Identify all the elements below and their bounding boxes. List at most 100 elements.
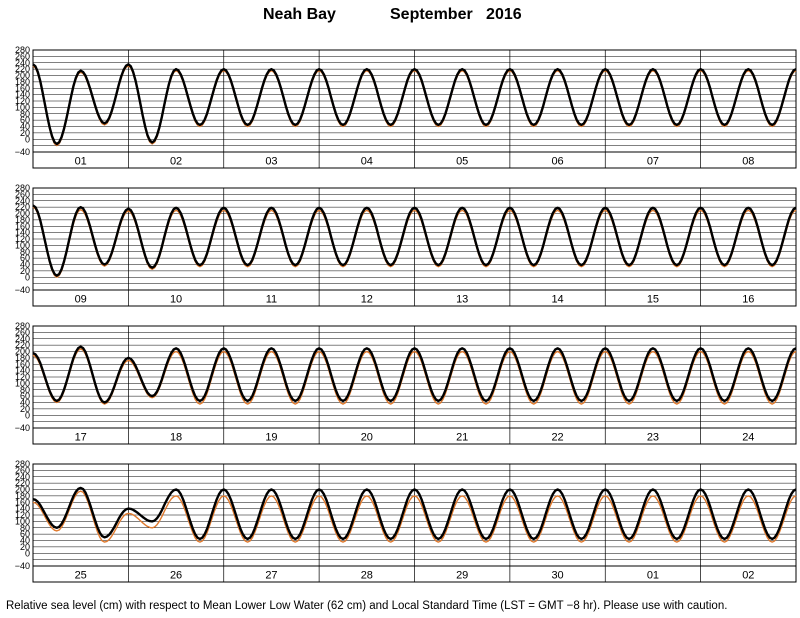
day-label: 18 xyxy=(170,432,182,444)
y-tick-label: 200 xyxy=(15,209,30,219)
y-tick-label: 200 xyxy=(15,485,30,495)
day-label: 27 xyxy=(265,570,277,582)
day-label: 25 xyxy=(75,570,87,582)
y-tick-label: 200 xyxy=(15,71,30,81)
y-tick-label: 120 xyxy=(15,96,30,106)
y-tick-label: 140 xyxy=(15,228,30,238)
day-label: 24 xyxy=(742,432,754,444)
day-label: 15 xyxy=(647,294,659,306)
y-tick-label: 260 xyxy=(15,327,30,337)
y-tick-label: 260 xyxy=(15,51,30,61)
y-tick-label: 240 xyxy=(15,58,30,68)
y-tick-label: 220 xyxy=(15,64,30,74)
y-tick-label: 40 xyxy=(20,260,30,270)
y-tick-label: 260 xyxy=(15,189,30,199)
day-label: 09 xyxy=(75,294,87,306)
day-label: 19 xyxy=(265,432,277,444)
y-tick-label: 140 xyxy=(15,504,30,514)
day-label: 01 xyxy=(75,156,87,168)
y-tick-label: 220 xyxy=(15,202,30,212)
observed-water-level-line xyxy=(32,345,797,404)
y-tick-label: −40 xyxy=(15,285,30,295)
observed-water-level-line xyxy=(32,204,797,277)
day-label: 30 xyxy=(551,570,563,582)
day-label: 10 xyxy=(170,294,182,306)
y-tick-label: 100 xyxy=(15,240,30,250)
y-tick-label: −40 xyxy=(15,423,30,433)
y-tick-label: 60 xyxy=(20,391,30,401)
y-tick-label: 0 xyxy=(25,134,30,144)
y-tick-label: 120 xyxy=(15,372,30,382)
y-tick-label: 100 xyxy=(15,378,30,388)
y-tick-label: −40 xyxy=(15,147,30,157)
y-tick-label: 0 xyxy=(25,272,30,282)
day-label: 02 xyxy=(742,570,754,582)
y-tick-label: 80 xyxy=(20,247,30,257)
y-tick-label: 180 xyxy=(15,215,30,225)
predicted-tide-line xyxy=(32,490,797,543)
y-tick-label: 100 xyxy=(15,102,30,112)
y-tick-label: 260 xyxy=(15,465,30,475)
y-tick-label: 20 xyxy=(20,128,30,138)
y-tick-label: 280 xyxy=(15,183,30,193)
day-label: 12 xyxy=(361,294,373,306)
day-label: 22 xyxy=(551,432,563,444)
day-label: 16 xyxy=(742,294,754,306)
y-tick-label: 240 xyxy=(15,196,30,206)
y-tick-label: 60 xyxy=(20,115,30,125)
observed-water-level-line xyxy=(32,486,797,541)
y-tick-label: 140 xyxy=(15,90,30,100)
day-label: 03 xyxy=(265,156,277,168)
y-tick-label: 80 xyxy=(20,523,30,533)
y-tick-label: 120 xyxy=(15,510,30,520)
chart-title-month-year: September 2016 xyxy=(390,6,522,24)
day-label: 17 xyxy=(75,432,87,444)
y-tick-label: 220 xyxy=(15,478,30,488)
y-tick-label: 0 xyxy=(25,410,30,420)
y-tick-label: 40 xyxy=(20,398,30,408)
y-tick-label: 220 xyxy=(15,340,30,350)
y-tick-label: 120 xyxy=(15,234,30,244)
y-tick-label: 160 xyxy=(15,497,30,507)
y-tick-label: 240 xyxy=(15,334,30,344)
chart-title-month: September xyxy=(390,6,473,23)
y-tick-label: 180 xyxy=(15,353,30,363)
day-label: 08 xyxy=(742,156,754,168)
y-tick-label: 240 xyxy=(15,472,30,482)
day-label: 29 xyxy=(456,570,468,582)
y-tick-label: 20 xyxy=(20,404,30,414)
y-tick-label: 280 xyxy=(15,459,30,469)
day-label: 13 xyxy=(456,294,468,306)
day-label: 06 xyxy=(551,156,563,168)
panel-frame xyxy=(32,463,797,583)
panel-frame xyxy=(32,49,797,169)
y-tick-label: 80 xyxy=(20,109,30,119)
y-tick-label: 160 xyxy=(15,83,30,93)
y-tick-label: 20 xyxy=(20,266,30,276)
day-label: 11 xyxy=(266,294,277,306)
y-tick-label: 160 xyxy=(15,359,30,369)
day-label: 07 xyxy=(647,156,659,168)
day-label: 20 xyxy=(361,432,373,444)
day-label: 14 xyxy=(551,294,563,306)
observed-water-level-line xyxy=(32,63,797,146)
y-tick-label: 200 xyxy=(15,347,30,357)
day-label: 26 xyxy=(170,570,182,582)
chart-title-year: 2016 xyxy=(486,6,522,23)
chart-title-station: Neah Bay xyxy=(263,6,336,23)
day-label: 01 xyxy=(647,570,659,582)
day-label: 04 xyxy=(361,156,373,168)
y-tick-label: 40 xyxy=(20,536,30,546)
y-tick-label: 100 xyxy=(15,516,30,526)
y-tick-label: 280 xyxy=(15,45,30,55)
y-tick-label: 0 xyxy=(25,548,30,558)
y-tick-label: −40 xyxy=(15,561,30,571)
panel-frame xyxy=(32,187,797,307)
day-label: 21 xyxy=(456,432,468,444)
day-label: 02 xyxy=(170,156,182,168)
y-tick-label: 20 xyxy=(20,542,30,552)
y-tick-label: 60 xyxy=(20,529,30,539)
day-label: 23 xyxy=(647,432,659,444)
y-tick-label: 280 xyxy=(15,321,30,331)
